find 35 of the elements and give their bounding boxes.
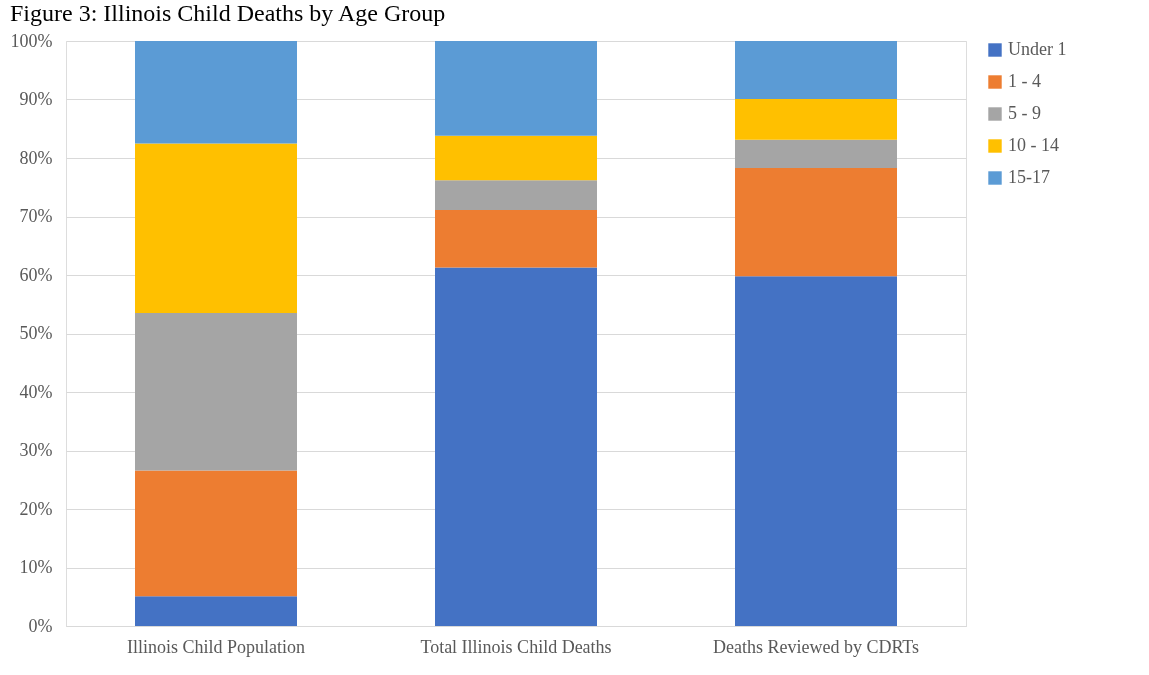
bar (435, 180, 597, 211)
bar (135, 313, 297, 471)
bar (135, 596, 297, 626)
bar (135, 143, 297, 314)
bar (735, 41, 897, 99)
legend-label: 1 - 4 (1008, 71, 1041, 91)
y-tick-label: 90% (19, 89, 53, 109)
y-tick-label: 0% (28, 615, 53, 636)
y-tick-label: 40% (19, 381, 53, 402)
chart-title: Figure 3: Illinois Child Deaths by Age Group (10, 0, 446, 26)
legend-label: 10 - 14 (1008, 135, 1059, 155)
y-tick-label: 100% (10, 30, 53, 51)
bar (735, 276, 897, 626)
bar (735, 139, 897, 168)
y-tick-label: 10% (19, 557, 53, 577)
bar (435, 41, 597, 136)
y-tick-label: 30% (19, 440, 53, 460)
bar (135, 41, 297, 144)
bar (435, 135, 597, 181)
x-tick-label: Deaths Reviewed by CDRTs (712, 636, 920, 657)
legend-label: 15-17 (1008, 167, 1050, 187)
bar (435, 210, 597, 268)
legend-label: Under 1 (1008, 39, 1067, 59)
y-tick-label: 70% (19, 206, 53, 226)
y-tick-label: 80% (19, 147, 53, 168)
bar (135, 470, 297, 597)
bar (735, 167, 897, 277)
legend-label: 5 - 9 (1008, 103, 1041, 123)
x-tick-label: Total Illinois Child Deaths (420, 636, 612, 657)
bar (735, 98, 897, 140)
y-tick-label: 20% (19, 498, 53, 519)
x-tick-label: Illinois Child Population (126, 636, 306, 657)
y-tick-label: 60% (19, 264, 53, 285)
bar (435, 267, 597, 626)
y-tick-label: 50% (19, 323, 53, 343)
